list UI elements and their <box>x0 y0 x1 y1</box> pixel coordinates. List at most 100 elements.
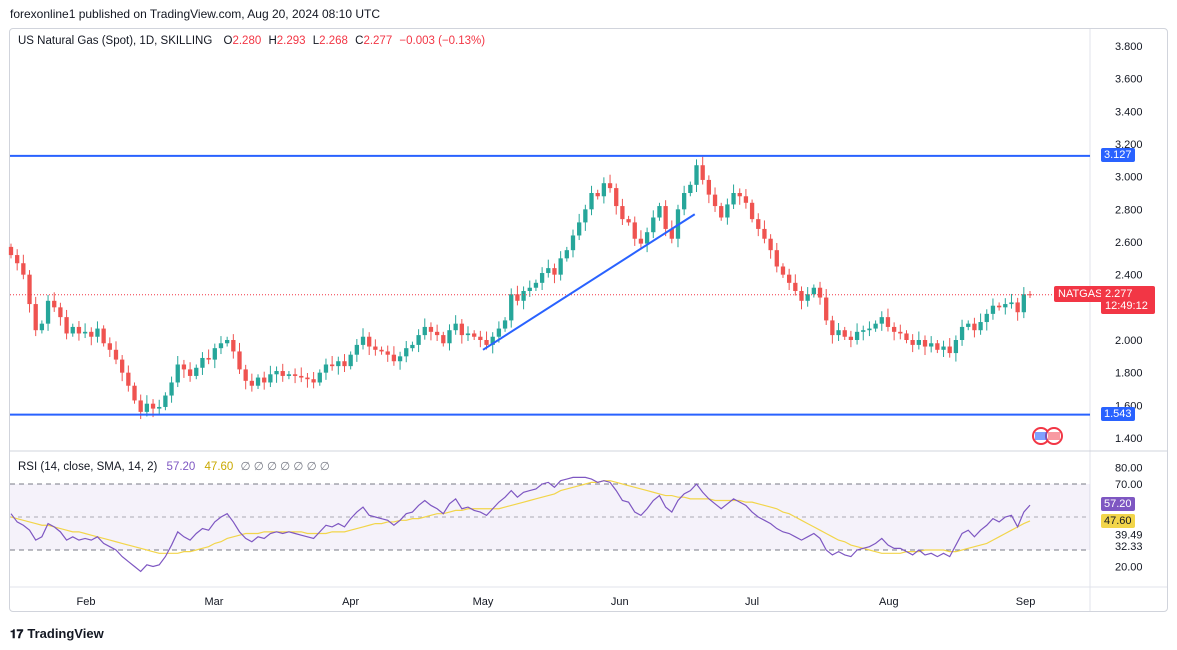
candle-body <box>1021 294 1026 313</box>
rsi-tick-label: 80.00 <box>1115 463 1143 475</box>
candle-body <box>175 364 180 383</box>
symbol-title[interactable]: US Natural Gas (Spot), 1D, SKILLING <box>18 35 213 47</box>
candle-body <box>990 305 996 314</box>
candle-body <box>558 258 563 275</box>
candle-body <box>237 351 242 370</box>
candle-body <box>299 375 304 378</box>
time-tick-label: May <box>473 596 494 608</box>
price-tick-label: 3.800 <box>1115 41 1143 53</box>
rsi-ma-legend-value: 47.60 <box>204 461 234 473</box>
last-price-value: 2.277 <box>1105 287 1133 300</box>
high-value: 2.293 <box>276 35 306 47</box>
candle-body <box>27 274 32 305</box>
price-tick-label: 3.600 <box>1115 74 1143 86</box>
chart-frame <box>9 28 1168 612</box>
candle-body <box>527 287 532 291</box>
time-tick-label: Feb <box>77 596 96 608</box>
candle-body <box>286 374 292 376</box>
open-value: 2.280 <box>232 35 262 47</box>
candle-body <box>391 354 397 362</box>
candle-body <box>922 340 928 347</box>
candle-body <box>323 364 329 373</box>
candle-body <box>410 344 415 349</box>
candle-body <box>885 317 891 327</box>
candle-body <box>799 291 804 301</box>
candle-body <box>472 333 477 337</box>
candle-body <box>89 331 94 337</box>
candle-body <box>274 371 279 375</box>
symbol-price-tag: NATGAS <box>1054 285 1107 302</box>
hidden-plot-icons[interactable]: ∅ ∅ ∅ ∅ ∅ ∅ ∅ <box>240 461 330 473</box>
candle-body <box>904 333 909 340</box>
candle-body <box>317 372 322 383</box>
candle-body <box>329 364 335 367</box>
candle-body <box>169 382 174 396</box>
rsi-title[interactable]: RSI (14, close, SMA, 14, 2) <box>18 461 158 473</box>
candle-body <box>58 307 63 318</box>
candle-body <box>163 395 168 407</box>
candle-body <box>916 340 921 345</box>
candle-body <box>509 294 514 321</box>
candle-body <box>941 346 946 350</box>
time-tick-label: Jun <box>611 596 629 608</box>
trendline[interactable] <box>482 213 696 351</box>
bar-countdown: 12:49:12 <box>1105 299 1148 312</box>
candle-body <box>8 246 14 256</box>
candle-body <box>632 222 637 239</box>
economic-events-icon[interactable] <box>1032 427 1063 445</box>
candle-body <box>21 263 26 275</box>
price-tick-label: 1.800 <box>1115 368 1143 380</box>
candle-body <box>712 194 718 207</box>
candle-body <box>682 193 687 210</box>
candle-body <box>194 367 199 376</box>
candle-body <box>385 351 390 355</box>
candle-body <box>76 326 82 334</box>
candle-body <box>206 357 211 360</box>
candle-body <box>113 349 119 360</box>
support-price-tag: 1.543 <box>1101 406 1135 421</box>
candle-body <box>966 323 971 327</box>
candle-body <box>150 403 156 409</box>
candle-body <box>626 219 631 223</box>
candle-body <box>311 379 316 383</box>
tradingview-footer[interactable]: 𝟏𝟕 TradingView <box>10 626 104 642</box>
candle-body <box>280 371 285 376</box>
candle-body <box>910 340 915 345</box>
price-tick-label: 3.000 <box>1115 172 1143 184</box>
candle-body <box>1003 304 1008 308</box>
rsi-tick-label: 39.49 <box>1115 529 1143 541</box>
candle-body <box>867 328 872 331</box>
candle-body <box>484 340 489 345</box>
candle-body <box>490 336 495 345</box>
price-legend: US Natural Gas (Spot), 1D, SKILLING O2.2… <box>18 35 485 47</box>
open-label: O <box>223 35 233 47</box>
candle-body <box>694 165 699 185</box>
candle-body <box>861 330 866 332</box>
candle-body <box>82 331 88 334</box>
candle-body <box>218 343 224 349</box>
candle-body <box>64 317 69 334</box>
candle-body <box>521 291 526 301</box>
candle-body <box>354 344 359 355</box>
candle-body <box>360 336 366 345</box>
candle-body <box>743 196 749 203</box>
candle-body <box>200 357 205 368</box>
candle-body <box>577 222 582 236</box>
candle-body <box>978 322 983 331</box>
candle-body <box>725 204 730 218</box>
candle-body <box>564 250 569 259</box>
candle-body <box>373 346 378 350</box>
candle-body <box>397 356 403 362</box>
candle-body <box>595 193 600 197</box>
candle-body <box>737 193 742 197</box>
last-price-tag: 2.277 12:49:12 <box>1101 285 1155 314</box>
candle-body <box>416 335 421 345</box>
candle-body <box>249 380 255 386</box>
rsi-ma-value-tag: 47.60 <box>1101 514 1135 528</box>
candle-body <box>1015 302 1020 313</box>
time-tick-label: Mar <box>204 596 223 608</box>
candle-body <box>663 206 668 229</box>
candle-body <box>780 266 786 275</box>
candle-body <box>891 326 897 332</box>
